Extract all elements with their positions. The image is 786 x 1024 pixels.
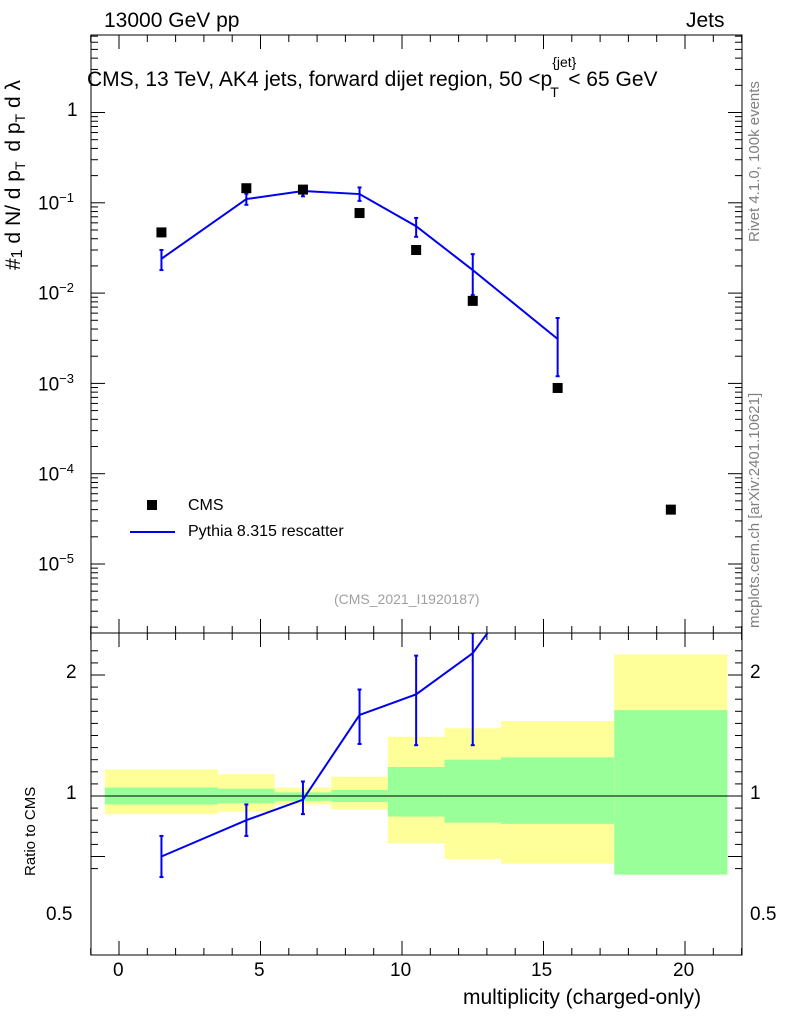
x-tick-label-0: 0: [113, 960, 124, 981]
ratio-panel-series: [159, 633, 489, 879]
y-tick-label-1: 1: [67, 100, 78, 121]
y-tick-label-1e-4: 10−4: [38, 461, 74, 486]
cms-point: [467, 295, 478, 306]
legend-marks: [130, 500, 175, 533]
green-band-5: [444, 759, 502, 823]
main-panel-series: [156, 183, 676, 515]
x-tick-label-15: 15: [531, 960, 553, 981]
energy-label: 13000 GeV pp: [104, 9, 240, 32]
y-tick-label-1e-5: 10−5: [38, 551, 74, 576]
axes-frames: [90, 34, 743, 956]
plot-title: CMS, 13 TeV, AK4 jets, forward dijet reg…: [87, 54, 658, 100]
y-tick-label-1e-1: 10−1: [38, 190, 74, 215]
cms-point: [665, 504, 676, 515]
ratio-y-tick-1-left: 1: [66, 783, 77, 804]
cms-point: [297, 184, 308, 195]
green-band-4: [387, 766, 445, 817]
category-label: Jets: [686, 9, 725, 32]
legend-label-pythia: Pythia 8.315 rescatter: [188, 523, 344, 540]
x-tick-label-5: 5: [254, 960, 265, 981]
green-band-6: [501, 757, 615, 824]
main-panel-frame: [90, 34, 743, 634]
axis-ticks: [90, 35, 743, 955]
analysis-id: (CMS_2021_I1920187): [334, 591, 480, 607]
cms-point: [354, 208, 365, 219]
x-axis-label: multiplicity (charged-only): [463, 986, 702, 1009]
ratio-y-tick-0.5-left: 0.5: [46, 904, 73, 925]
y-tick-label-1e-2: 10−2: [38, 280, 74, 305]
x-tick-label-20: 20: [673, 960, 695, 981]
main-y-axis-label: #1 1d N/ d pT # d²Nd pT d λ: [2, 79, 29, 270]
rivet-label: Rivet 4.1.0, 100k events: [746, 81, 763, 242]
ratio-y-tick-2-left: 2: [66, 662, 77, 683]
cms-point: [411, 245, 422, 256]
cms-point: [156, 227, 167, 238]
ratio-y-tick-1-right: 1: [750, 783, 761, 804]
cms-point: [552, 382, 563, 393]
green-band-7: [614, 710, 728, 875]
ratio-y-tick-2-right: 2: [750, 662, 761, 683]
x-tick-label-10: 10: [390, 960, 412, 981]
ratio-panel-frame: [90, 632, 743, 956]
cms-point: [241, 183, 252, 194]
ratio-y-axis-label: Ratio to CMS: [22, 786, 39, 876]
legend-label-cms: CMS: [188, 497, 224, 514]
ratio-y-tick-0.5-right: 0.5: [750, 904, 777, 925]
mcplots-label: mcplots.cern.ch [arXiv:2401.10621]: [746, 392, 763, 628]
legend-cms-marker: [147, 500, 157, 510]
y-tick-label-1e-3: 10−3: [38, 371, 74, 396]
